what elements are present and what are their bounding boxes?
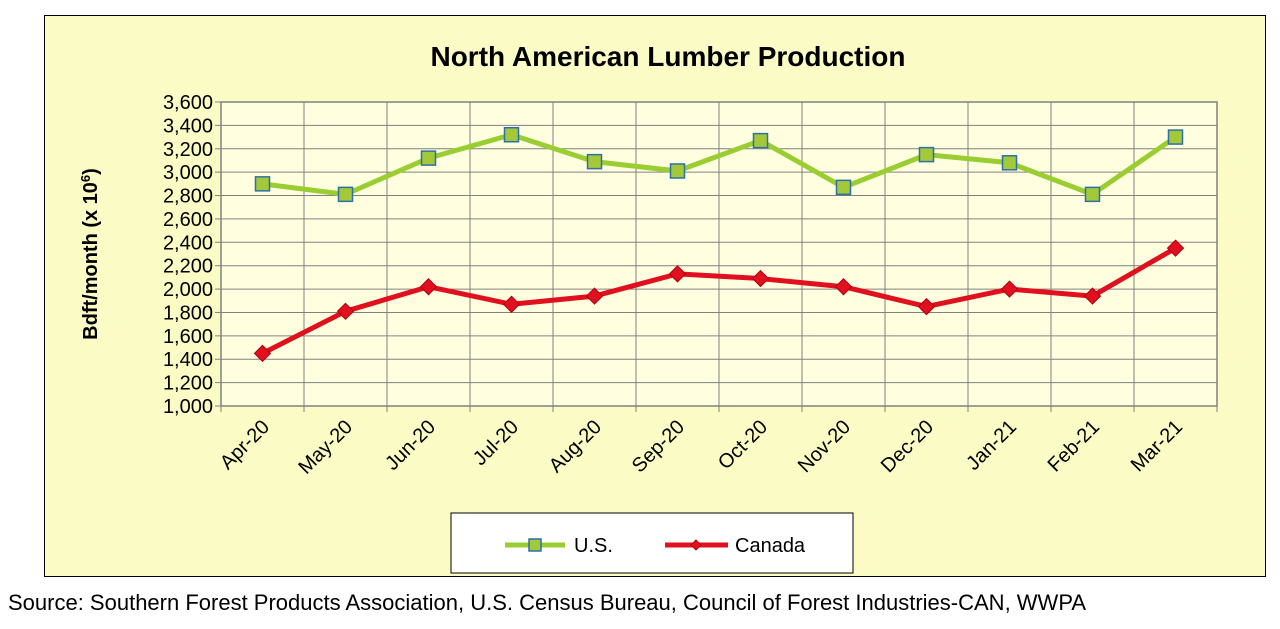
y-tick-label: 2,400 [163, 232, 213, 254]
y-tick-label: 1,200 [163, 373, 213, 395]
canada-data-point [419, 278, 438, 296]
canada-data-point [668, 265, 687, 283]
y-tick-label: 1,400 [163, 349, 213, 371]
x-tick-label: Jan-21 [962, 416, 1021, 475]
series-line-us [262, 132, 1177, 197]
x-tick-label: Oct-20 [714, 416, 772, 474]
horizontal-gridlines [221, 124, 1217, 384]
x-tick-label: Aug-20 [545, 416, 606, 477]
us-data-point [752, 132, 769, 149]
canada-data-point [1083, 287, 1102, 305]
y-tick-label: 3,200 [163, 139, 213, 161]
us-data-point [918, 146, 935, 163]
us-data-point [337, 186, 354, 203]
us-data-point [420, 150, 437, 166]
x-tick-label: Mar-21 [1127, 416, 1187, 476]
legend-us-label: U.S. [574, 535, 613, 557]
series-line-canada [261, 245, 1177, 356]
canada-data-point [751, 269, 770, 288]
us-data-point [835, 179, 852, 196]
us-data-point [1084, 186, 1101, 203]
canada-data-point [1166, 239, 1185, 257]
legend-canada-label: Canada [735, 535, 806, 557]
canada-data-point [917, 297, 936, 316]
y-tick-label: 1,000 [163, 396, 213, 418]
canada-data-point [585, 287, 604, 305]
lumber-production-chart: North American Lumber Production 1,0001,… [78, 41, 1218, 574]
y-tick-label: 2,000 [163, 279, 213, 301]
x-tick-label: Apr-20 [216, 416, 274, 474]
source-caption: Source: Southern Forest Products Associa… [8, 590, 1087, 615]
y-tick-label: 3,000 [163, 162, 213, 184]
y-tick-label: 2,200 [163, 256, 213, 278]
y-tick-label: 2,800 [163, 186, 213, 208]
legend: U.S. Canada [450, 512, 854, 574]
series-layer [253, 126, 1185, 363]
y-tick-label: 1,600 [163, 326, 213, 348]
x-axis-ticks: Apr-20 May-20 Jun-20 Jul-20 Aug-20 Sep-20 Oct-… [216, 406, 1218, 479]
us-data-point [586, 153, 603, 170]
x-tick-label: Dec-20 [877, 416, 938, 477]
x-tick-label: Jun-20 [381, 416, 440, 475]
legend-canada-marker [690, 539, 702, 551]
x-tick-label: Feb-21 [1044, 416, 1104, 476]
y-tick-label: 3,600 [163, 92, 213, 114]
chart-frame: North American Lumber Production 1,000 1,… [44, 15, 1266, 577]
legend-us-marker [528, 538, 542, 552]
us-data-point [503, 126, 520, 143]
canada-data-point [336, 302, 355, 320]
us-data-point [254, 176, 271, 192]
y-axis-label: Bdft/month (x 106) [78, 168, 103, 340]
x-tick-label: May-20 [294, 416, 357, 479]
x-tick-label: Nov-20 [794, 416, 855, 477]
y-axis-ticks: 1,0001,2001,4001,6001,8002,0002,2002,400… [163, 92, 221, 418]
y-tick-label: 3,400 [163, 115, 213, 137]
x-tick-label: Jul-20 [469, 416, 523, 470]
us-data-point [669, 163, 686, 179]
vertical-gridlines [303, 102, 1135, 406]
y-tick-label: 1,800 [163, 302, 213, 324]
y-tick-label: 2,600 [163, 209, 213, 231]
chart-title: North American Lumber Production [430, 41, 905, 72]
canada-data-point [1000, 280, 1019, 298]
x-tick-label: Sep-20 [628, 416, 689, 477]
canada-data-point [253, 344, 272, 363]
us-data-point [1001, 155, 1018, 171]
canada-data-point [834, 278, 853, 296]
us-data-point [1167, 129, 1184, 145]
canada-data-point [502, 295, 521, 313]
